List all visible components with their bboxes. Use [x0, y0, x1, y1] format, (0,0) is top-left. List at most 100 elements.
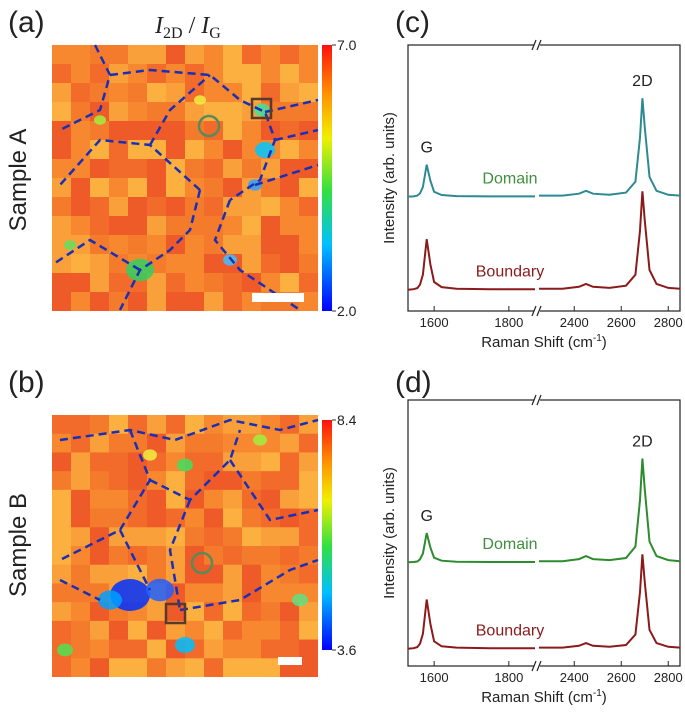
heatmap-cell [90, 178, 110, 198]
heatmap-cell [52, 602, 72, 622]
heatmap-cell [242, 273, 262, 293]
panel-label: (b) [8, 366, 45, 399]
heatmap-cell [185, 415, 205, 435]
heatmap-cell [299, 452, 318, 473]
spectrum-line [407, 191, 681, 291]
heatmap-cell [204, 452, 224, 473]
heatmap-cell [90, 508, 110, 529]
heatmap-cell [109, 64, 129, 84]
scale-bar [278, 657, 302, 665]
heatmap-cell [223, 121, 243, 141]
colorbar-label: 8.4 [337, 412, 357, 428]
colorbar-label: 3.6 [337, 642, 357, 658]
heatmap-cell [223, 178, 243, 198]
spectrum-line [407, 458, 681, 564]
heatmap-cell [261, 452, 281, 473]
heatmap-cell [185, 583, 205, 604]
heatmap-cell [109, 83, 129, 103]
heatmap-cell [185, 564, 205, 585]
heatmap-cell [52, 452, 72, 473]
spectrum-line [407, 554, 681, 650]
series-label: Boundary [476, 623, 545, 640]
colorbar [322, 420, 332, 650]
heatmap-cell [166, 178, 186, 198]
heatmap-cell [90, 83, 110, 103]
heatmap-cell [109, 415, 129, 435]
heatmap-cell [90, 197, 110, 217]
heatmap-cell [71, 415, 91, 435]
peak-label: G [420, 508, 432, 525]
heatmap-cell [261, 273, 281, 293]
heatmap-cell [147, 527, 167, 547]
heatmap-cell [52, 140, 72, 160]
heatmap-cell [261, 45, 281, 65]
row-label: Sample B [5, 493, 32, 597]
heatmap-cell [71, 121, 91, 141]
heatmap-cell [71, 140, 91, 160]
heatmap-cell [299, 197, 318, 217]
heatmap-cell [109, 178, 129, 198]
heatmap-cell [223, 471, 243, 491]
heatmap-cell [280, 235, 300, 255]
heatmap-cell [280, 471, 300, 491]
heatmap-cell [147, 45, 167, 65]
boundaries [51, 44, 319, 612]
heatmap-cell [299, 216, 318, 236]
heatmap-cell [71, 254, 91, 274]
heatmap-cell [90, 216, 110, 236]
heatmap-cell [185, 140, 205, 160]
heatmap-cell [223, 140, 243, 160]
heatmap-cell [204, 292, 224, 311]
heatmap-cell [185, 508, 205, 529]
heatmap-cell [261, 602, 281, 622]
heatmap-cell [242, 254, 262, 274]
heatmap-cell [90, 102, 110, 122]
heatmap-cell [147, 620, 167, 641]
heatmap-cell [280, 178, 300, 198]
heatmap-cell [261, 564, 281, 585]
heatmap-cell [261, 489, 281, 510]
heatmap-cell [52, 197, 72, 217]
heatmap-cell [242, 452, 262, 473]
heatmap-cell [261, 639, 281, 660]
heatmap-cell [280, 121, 300, 141]
heatmap-cell [280, 140, 300, 160]
heatmap-cell [299, 527, 318, 547]
heatmap-cell [204, 83, 224, 103]
heatmap-cell [299, 433, 318, 454]
heatmap-cell [185, 102, 205, 122]
x-tick-label: 1800 [494, 670, 523, 685]
heatmap-cell [185, 235, 205, 255]
title-part: I [200, 13, 210, 39]
heatmap-cell [261, 216, 281, 236]
heatmap-cell [147, 159, 167, 179]
heatmap-cell [166, 216, 186, 236]
heatmap-cell [147, 197, 167, 217]
heatmap-cell [280, 159, 300, 179]
heatmap-cell [147, 433, 167, 454]
heatmap-cell [128, 471, 148, 491]
panel-label: (c) [395, 6, 430, 39]
axis-break-gap [534, 663, 540, 669]
heatmap-cell [71, 508, 91, 529]
heatmap-cell [280, 83, 300, 103]
heatmap-cell [71, 45, 91, 65]
heatmap-cell [223, 235, 243, 255]
heatmap-cell [204, 527, 224, 547]
heatmap-cell [299, 471, 318, 491]
heatmap-spot [177, 458, 193, 472]
heatmap-cell [147, 415, 167, 435]
heatmap-cell [90, 489, 110, 510]
heatmap-cell [128, 639, 148, 660]
heatmap-cell [52, 508, 72, 529]
peak-label: 2D [632, 434, 652, 451]
heatmap-cell [52, 159, 72, 179]
heatmap-cell [261, 620, 281, 641]
heatmap-cell [52, 64, 72, 84]
heatmap-cell [242, 471, 262, 491]
heatmap-cell [204, 254, 224, 274]
panel-label: (d) [395, 366, 432, 399]
heatmap-cell [204, 620, 224, 641]
heatmap-cell [109, 546, 129, 566]
heatmap-cell [109, 273, 129, 293]
